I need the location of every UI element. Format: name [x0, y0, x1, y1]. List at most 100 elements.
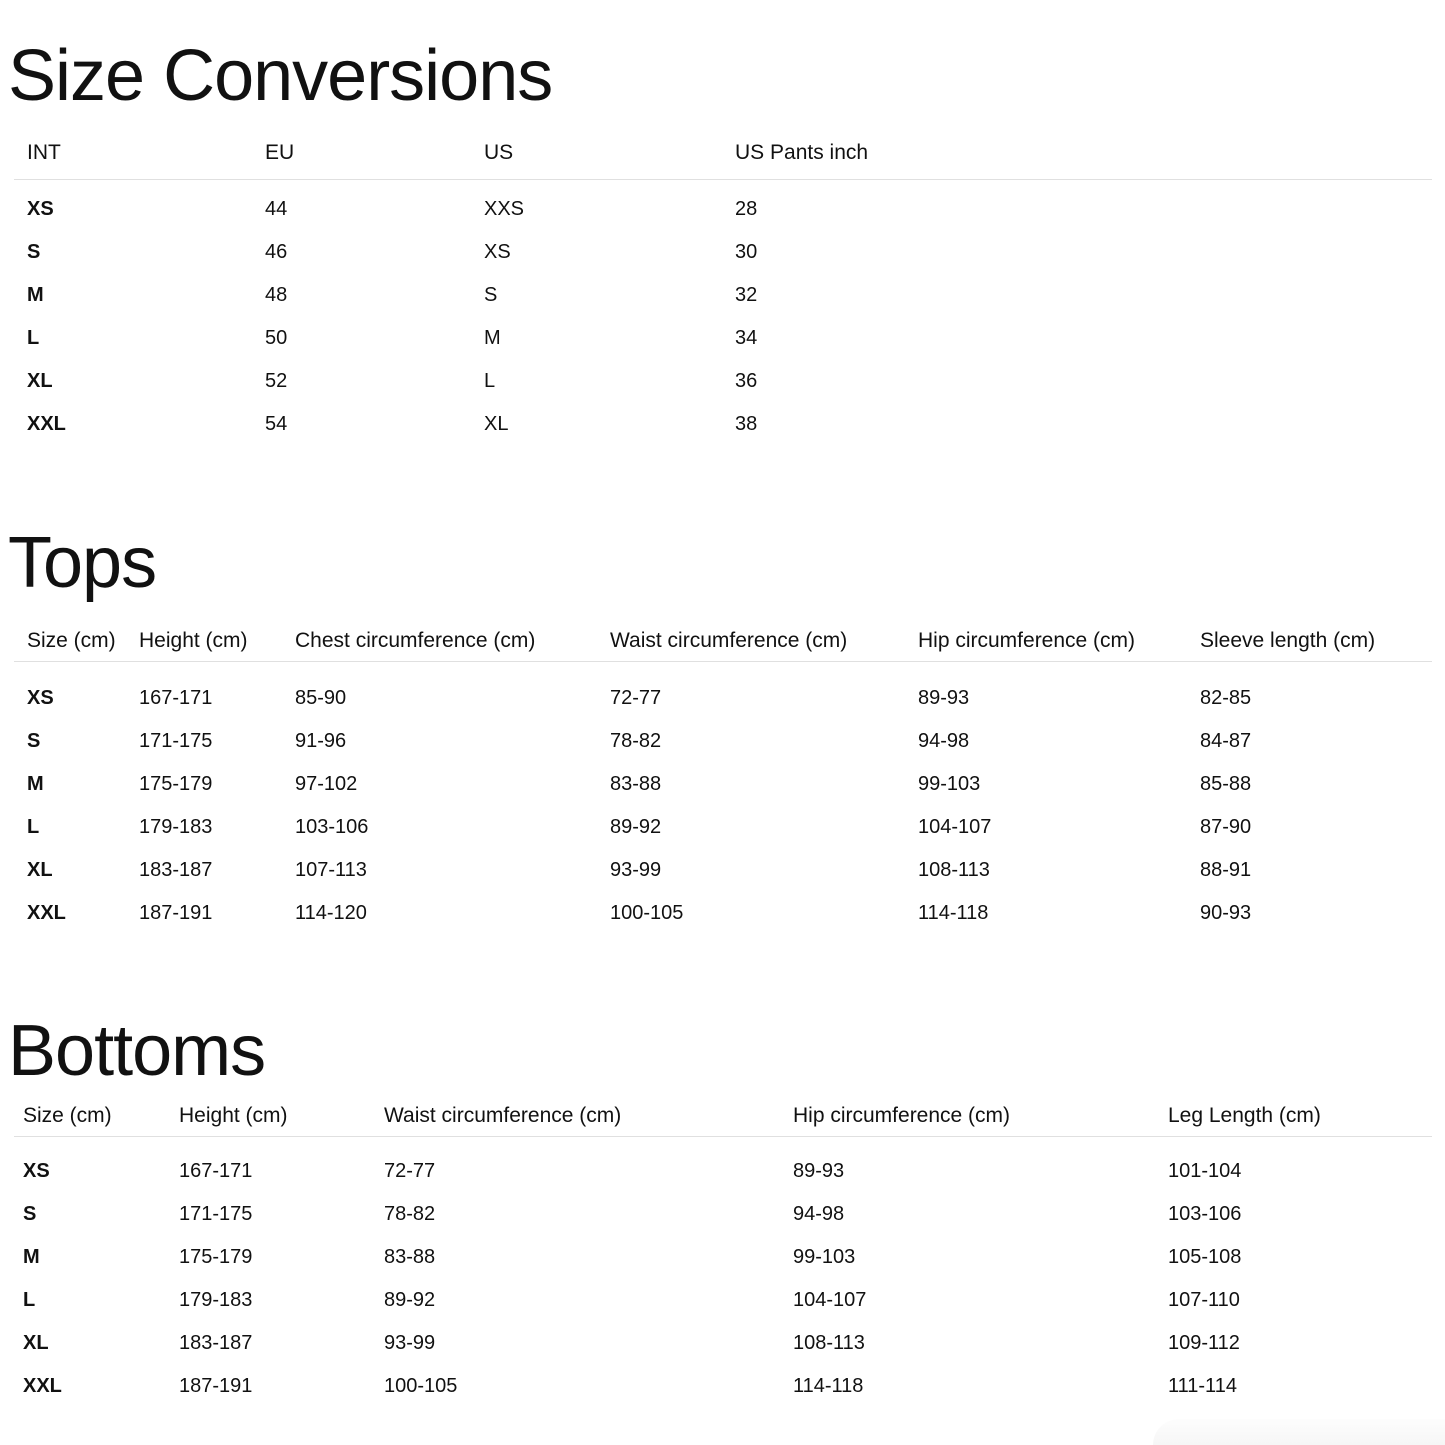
hip-cell: 99-103	[918, 773, 981, 795]
waist-cell: 72-77	[384, 1160, 436, 1182]
leg-cell: 107-110	[1168, 1289, 1240, 1311]
size-label-cell: XXL	[27, 413, 66, 435]
column-header-size: Size (cm)	[23, 1104, 112, 1127]
eu-cell: 48	[265, 284, 288, 306]
table-row: M 175-179 83-88 99-103 105-108	[14, 1236, 1432, 1279]
size-conversions-header-row: INT EU US US Pants inch	[14, 138, 1432, 180]
size-label-cell: M	[27, 773, 44, 795]
chest-cell: 103-106	[295, 816, 369, 838]
pants-cell: 36	[735, 370, 758, 392]
table-row: S 171-175 78-82 94-98 103-106	[14, 1193, 1432, 1236]
waist-cell: 89-92	[384, 1289, 436, 1311]
size-label-cell: XS	[23, 1160, 50, 1182]
table-row: XS 167-171 72-77 89-93 101-104	[14, 1150, 1432, 1193]
height-cell: 175-179	[139, 773, 213, 795]
waist-cell: 100-105	[384, 1375, 458, 1397]
height-cell: 171-175	[179, 1203, 253, 1225]
hip-cell: 108-113	[793, 1332, 865, 1354]
size-label-cell: S	[27, 730, 41, 752]
us-cell: L	[484, 370, 496, 392]
height-cell: 183-187	[179, 1332, 253, 1354]
size-label-cell: L	[27, 816, 40, 838]
column-header-eu: EU	[265, 141, 295, 164]
waist-cell: 93-99	[384, 1332, 436, 1354]
hip-cell: 108-113	[918, 859, 990, 881]
sleeve-cell: 84-87	[1200, 730, 1252, 752]
size-label-cell: M	[23, 1246, 40, 1268]
height-cell: 171-175	[139, 730, 213, 752]
column-header-waist: Waist circumference (cm)	[384, 1104, 622, 1127]
chest-cell: 91-96	[295, 730, 347, 752]
size-label-cell: XL	[23, 1332, 49, 1354]
size-label-cell: S	[27, 241, 41, 263]
column-header-leg: Leg Length (cm)	[1168, 1104, 1321, 1127]
hip-cell: 104-107	[793, 1289, 867, 1311]
us-cell: XL	[484, 413, 509, 435]
us-cell: XXS	[484, 198, 525, 220]
sleeve-cell: 90-93	[1200, 902, 1252, 924]
table-row: XS 167-171 85-90 72-77 89-93 82-85	[14, 677, 1432, 720]
chest-cell: 85-90	[295, 687, 347, 709]
waist-cell: 89-92	[610, 816, 662, 838]
waist-cell: 78-82	[384, 1203, 436, 1225]
sleeve-cell: 85-88	[1200, 773, 1252, 795]
size-label-cell: XL	[27, 859, 53, 881]
waist-cell: 78-82	[610, 730, 662, 752]
pants-cell: 32	[735, 284, 758, 306]
height-cell: 183-187	[139, 859, 213, 881]
chest-cell: 97-102	[295, 773, 358, 795]
bottoms-header-row: Size (cm) Height (cm) Waist circumferenc…	[14, 1095, 1432, 1137]
hip-cell: 94-98	[793, 1203, 845, 1225]
size-label-cell: M	[27, 284, 44, 306]
size-label-cell: XXL	[23, 1375, 62, 1397]
column-header-us: US	[484, 141, 514, 164]
column-header-height: Height (cm)	[179, 1104, 288, 1127]
tops-table-body: XS 167-171 85-90 72-77 89-93 82-85 S 171…	[14, 677, 1432, 935]
table-row: L 179-183 89-92 104-107 107-110	[14, 1279, 1432, 1322]
sleeve-cell: 82-85	[1200, 687, 1252, 709]
height-cell: 187-191	[179, 1375, 253, 1397]
floating-widget-corner[interactable]	[1153, 1419, 1445, 1445]
height-cell: 179-183	[139, 816, 213, 838]
size-label-cell: XS	[27, 687, 54, 709]
table-row: XS 44 XXS 28	[14, 188, 1432, 231]
eu-cell: 52	[265, 370, 288, 392]
waist-cell: 100-105	[610, 902, 684, 924]
eu-cell: 44	[265, 198, 288, 220]
column-header-height: Height (cm)	[139, 629, 248, 652]
sleeve-cell: 88-91	[1200, 859, 1252, 881]
column-header-hip: Hip circumference (cm)	[918, 629, 1136, 652]
hip-cell: 114-118	[918, 902, 989, 924]
leg-cell: 109-112	[1168, 1332, 1240, 1354]
height-cell: 179-183	[179, 1289, 253, 1311]
size-label-cell: S	[23, 1203, 37, 1225]
size-label-cell: XXL	[27, 902, 66, 924]
pants-cell: 28	[735, 198, 758, 220]
chest-cell: 107-113	[295, 859, 367, 881]
hip-cell: 94-98	[918, 730, 970, 752]
eu-cell: 46	[265, 241, 288, 263]
tops-title: Tops	[8, 523, 157, 603]
size-conversions-title: Size Conversions	[8, 36, 553, 116]
height-cell: 187-191	[139, 902, 213, 924]
bottoms-title: Bottoms	[8, 1011, 266, 1091]
leg-cell: 105-108	[1168, 1246, 1242, 1268]
size-label-cell: XL	[27, 370, 53, 392]
us-cell: M	[484, 327, 501, 349]
table-row: XL 183-187 93-99 108-113 109-112	[14, 1322, 1432, 1365]
size-label-cell: L	[23, 1289, 36, 1311]
eu-cell: 54	[265, 413, 288, 435]
waist-cell: 83-88	[610, 773, 662, 795]
pants-cell: 30	[735, 241, 758, 263]
us-cell: XS	[484, 241, 511, 263]
size-label-cell: L	[27, 327, 40, 349]
hip-cell: 89-93	[918, 687, 970, 709]
hip-cell: 99-103	[793, 1246, 856, 1268]
column-header-size: Size (cm)	[27, 629, 116, 652]
column-header-chest: Chest circumference (cm)	[295, 629, 536, 652]
table-row: S 171-175 91-96 78-82 94-98 84-87	[14, 720, 1432, 763]
height-cell: 167-171	[179, 1160, 253, 1182]
waist-cell: 83-88	[384, 1246, 436, 1268]
tops-header-row: Size (cm) Height (cm) Chest circumferenc…	[14, 620, 1432, 662]
